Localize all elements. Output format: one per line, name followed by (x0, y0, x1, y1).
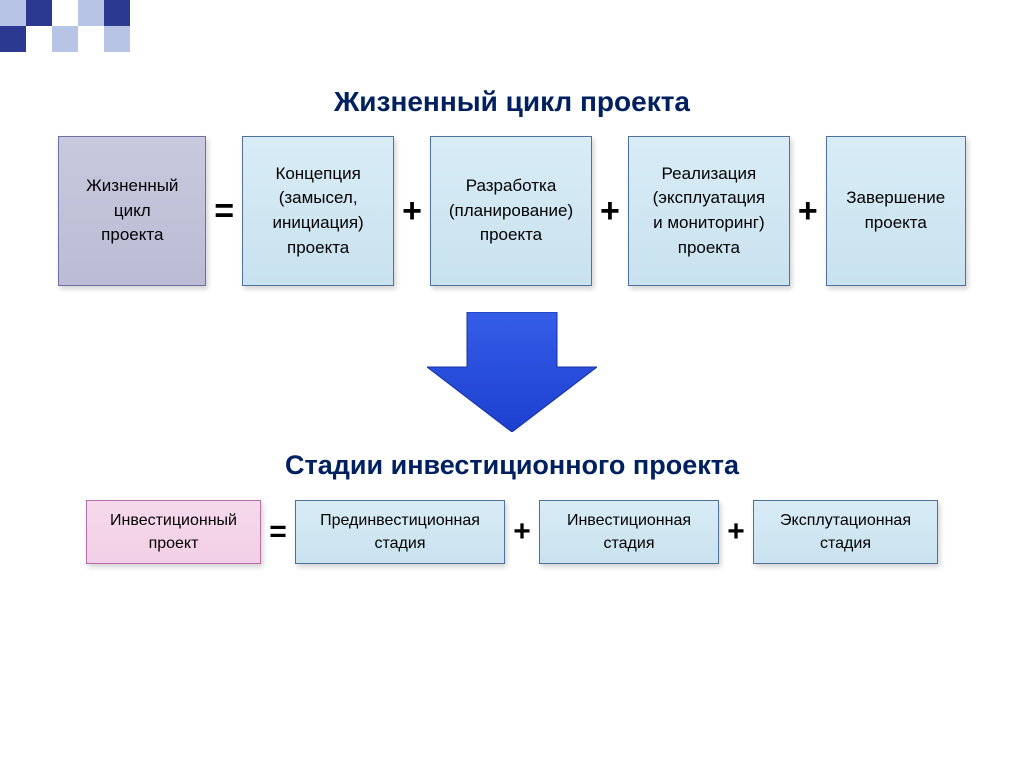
box-line: Жизненный (86, 174, 178, 199)
section2-title: Стадии инвестиционного проекта (0, 450, 1024, 481)
equation-box: Прединвестиционнаястадия (295, 500, 505, 564)
plus-operator: + (592, 192, 628, 231)
box-line: проекта (287, 236, 349, 261)
equation-box: Инвестиционныйпроект (86, 500, 261, 564)
deco-square (104, 0, 130, 26)
box-line: Завершение (846, 186, 945, 211)
box-line: Разработка (466, 174, 557, 199)
box-line: проекта (101, 223, 163, 248)
plus-operator: + (394, 192, 430, 231)
plus-operator: + (719, 515, 753, 549)
deco-square (0, 26, 26, 52)
box-line: инициация) (273, 211, 364, 236)
box-line: Инвестиционный (110, 509, 237, 532)
box-line: стадия (375, 532, 426, 555)
box-line: (эксплуатация (653, 186, 765, 211)
equation-box: Концепция(замысел,инициация)проекта (242, 136, 394, 286)
down-arrow-icon (427, 312, 597, 432)
equation-box: Реализация(эксплуатацияи мониторинг)прое… (628, 136, 790, 286)
box-line: Прединвестиционная (320, 509, 480, 532)
equation-box: Инвестиционнаястадия (539, 500, 719, 564)
deco-square (104, 26, 130, 52)
deco-square (26, 0, 52, 26)
deco-square (52, 26, 78, 52)
box-line: проекта (865, 211, 927, 236)
deco-square (78, 0, 104, 26)
box-line: и мониторинг) (653, 211, 765, 236)
investment-stages-equation: Инвестиционныйпроект=Прединвестиционнаяс… (0, 500, 1024, 564)
equation-box: Эксплутационнаястадия (753, 500, 938, 564)
lifecycle-equation: Жизненныйциклпроекта=Концепция(замысел,и… (0, 136, 1024, 286)
box-line: Реализация (662, 162, 757, 187)
box-line: Инвестиционная (567, 509, 691, 532)
equals-operator: = (261, 515, 295, 549)
box-line: стадия (604, 532, 655, 555)
box-line: (планирование) (449, 199, 573, 224)
box-line: (замысел, (279, 186, 358, 211)
box-line: стадия (820, 532, 871, 555)
equals-operator: = (206, 192, 242, 231)
deco-square (0, 0, 26, 26)
box-line: проекта (480, 223, 542, 248)
box-line: проект (149, 532, 199, 555)
equation-box: Жизненныйциклпроекта (58, 136, 206, 286)
box-line: цикл (114, 199, 151, 224)
section1-title: Жизненный цикл проекта (0, 86, 1024, 118)
box-line: Концепция (275, 162, 360, 187)
box-line: Эксплутационная (780, 509, 911, 532)
plus-operator: + (505, 515, 539, 549)
equation-box: Разработка(планирование)проекта (430, 136, 592, 286)
plus-operator: + (790, 192, 826, 231)
box-line: проекта (678, 236, 740, 261)
equation-box: Завершениепроекта (826, 136, 966, 286)
down-arrow-container (0, 312, 1024, 432)
